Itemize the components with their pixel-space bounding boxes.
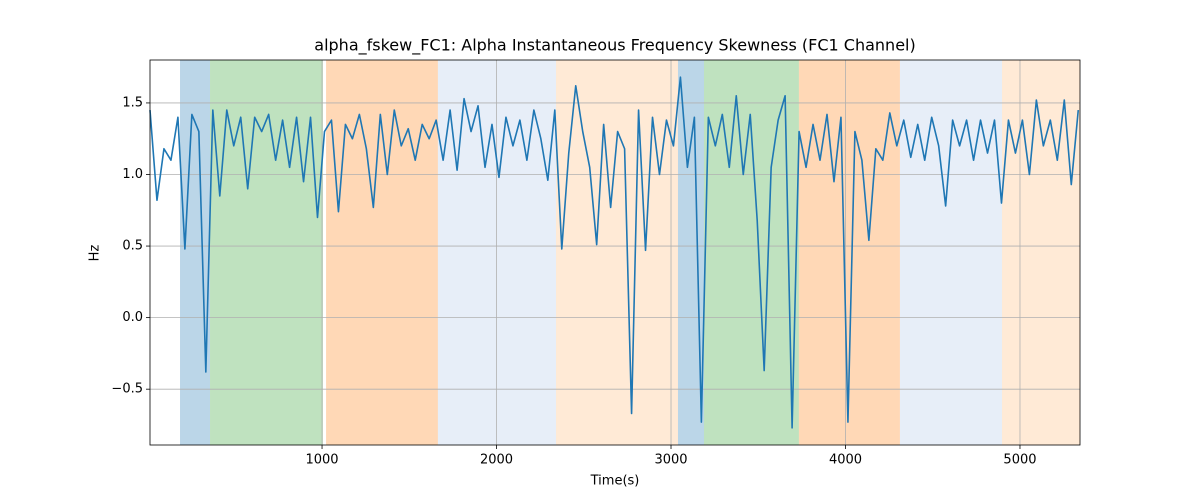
highlight-span [180, 60, 211, 445]
y-axis-label: Hz [88, 245, 103, 262]
y-tick-label: 0.5 [122, 239, 143, 254]
data-line [149, 76, 1080, 429]
y-tick-label: −0.5 [111, 382, 143, 397]
x-tick-label: 3000 [654, 453, 687, 468]
x-tick-label: 2000 [480, 453, 513, 468]
x-tick-label: 5000 [1003, 453, 1036, 468]
highlight-span [556, 60, 678, 445]
x-tick-label: 4000 [829, 453, 862, 468]
highlight-span [437, 60, 557, 445]
y-tick-label: 0.0 [122, 310, 143, 325]
highlight-span [326, 60, 438, 445]
highlight-span [703, 60, 799, 445]
highlight-span [1002, 60, 1080, 445]
y-tick-label: 1.0 [122, 167, 143, 182]
chart-title: alpha_fskew_FC1: Alpha Instantaneous Fre… [314, 36, 915, 56]
highlight-span [899, 60, 1003, 445]
y-tick-label: 1.5 [122, 95, 143, 110]
x-axis-label: Time(s) [590, 474, 640, 489]
plot-frame [149, 59, 1081, 446]
x-tick-label: 1000 [305, 453, 338, 468]
